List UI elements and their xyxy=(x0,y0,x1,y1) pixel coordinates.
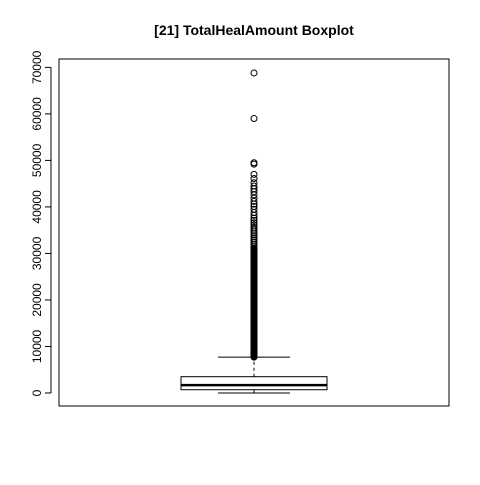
y-tick-label: 50000 xyxy=(30,143,44,177)
y-tick-label: 30000 xyxy=(30,236,44,270)
interquartile-box xyxy=(181,377,327,390)
y-tick-label: 10000 xyxy=(30,329,44,363)
y-tick-label: 0 xyxy=(30,389,44,396)
y-tick-label: 20000 xyxy=(30,283,44,317)
y-tick-label: 70000 xyxy=(30,50,44,84)
y-tick-label: 40000 xyxy=(30,190,44,224)
chart-title: [21] TotalHealAmount Boxplot xyxy=(154,22,354,38)
y-tick-label: 60000 xyxy=(30,97,44,131)
